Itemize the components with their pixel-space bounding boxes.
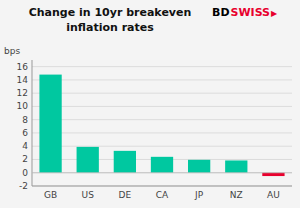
grid-line	[32, 119, 292, 120]
zero-line	[32, 172, 292, 173]
y-tick-label: -2	[19, 181, 28, 191]
x-tick-label: US	[82, 190, 95, 200]
bar	[188, 160, 210, 173]
y-tick-label: 4	[22, 141, 28, 151]
annotation: ▶	[271, 9, 278, 18]
y-tick-label: 12	[17, 88, 28, 98]
bar	[114, 151, 136, 173]
title: Change in 10yr breakeven	[29, 6, 192, 19]
x-tick-label: NZ	[230, 190, 243, 200]
y-tick-label: 2	[22, 154, 28, 164]
bar	[225, 160, 247, 172]
bar	[77, 147, 99, 173]
grid-line	[32, 66, 292, 67]
grid-line	[32, 146, 292, 147]
x-axis-line	[32, 186, 292, 187]
grid-line	[32, 106, 292, 107]
logo: BDSWISS▶	[212, 6, 278, 19]
y-axis-line	[32, 60, 33, 186]
annotation: SWISS	[231, 6, 271, 19]
grid-line	[32, 186, 292, 187]
bar	[151, 157, 173, 173]
x-tick-label: GB	[44, 190, 57, 200]
grid-line	[32, 93, 292, 94]
grid-line	[32, 79, 292, 80]
y-tick-label: 14	[17, 75, 29, 85]
subtitle: inflation rates	[66, 21, 154, 34]
x-tick-label: CA	[156, 190, 169, 200]
y-tick-label: 0	[22, 168, 28, 178]
grid-line	[32, 132, 292, 133]
y-axis-label: bps	[4, 46, 20, 56]
bar	[39, 75, 61, 173]
bar	[262, 173, 284, 176]
y-tick-label: 10	[17, 101, 29, 111]
bars	[39, 75, 284, 176]
chart: Change in 10yr breakeven inflation rates B…	[0, 0, 300, 208]
y-tick-label: 6	[22, 128, 28, 138]
y-tick-label: 8	[22, 115, 28, 125]
y-tick-label: 16	[17, 62, 29, 72]
x-tick-label: DE	[119, 190, 132, 200]
x-tick-label: JP	[194, 190, 204, 200]
grid-line	[32, 172, 292, 173]
x-tick-label: AU	[267, 190, 280, 200]
annotation: BD	[212, 6, 230, 19]
